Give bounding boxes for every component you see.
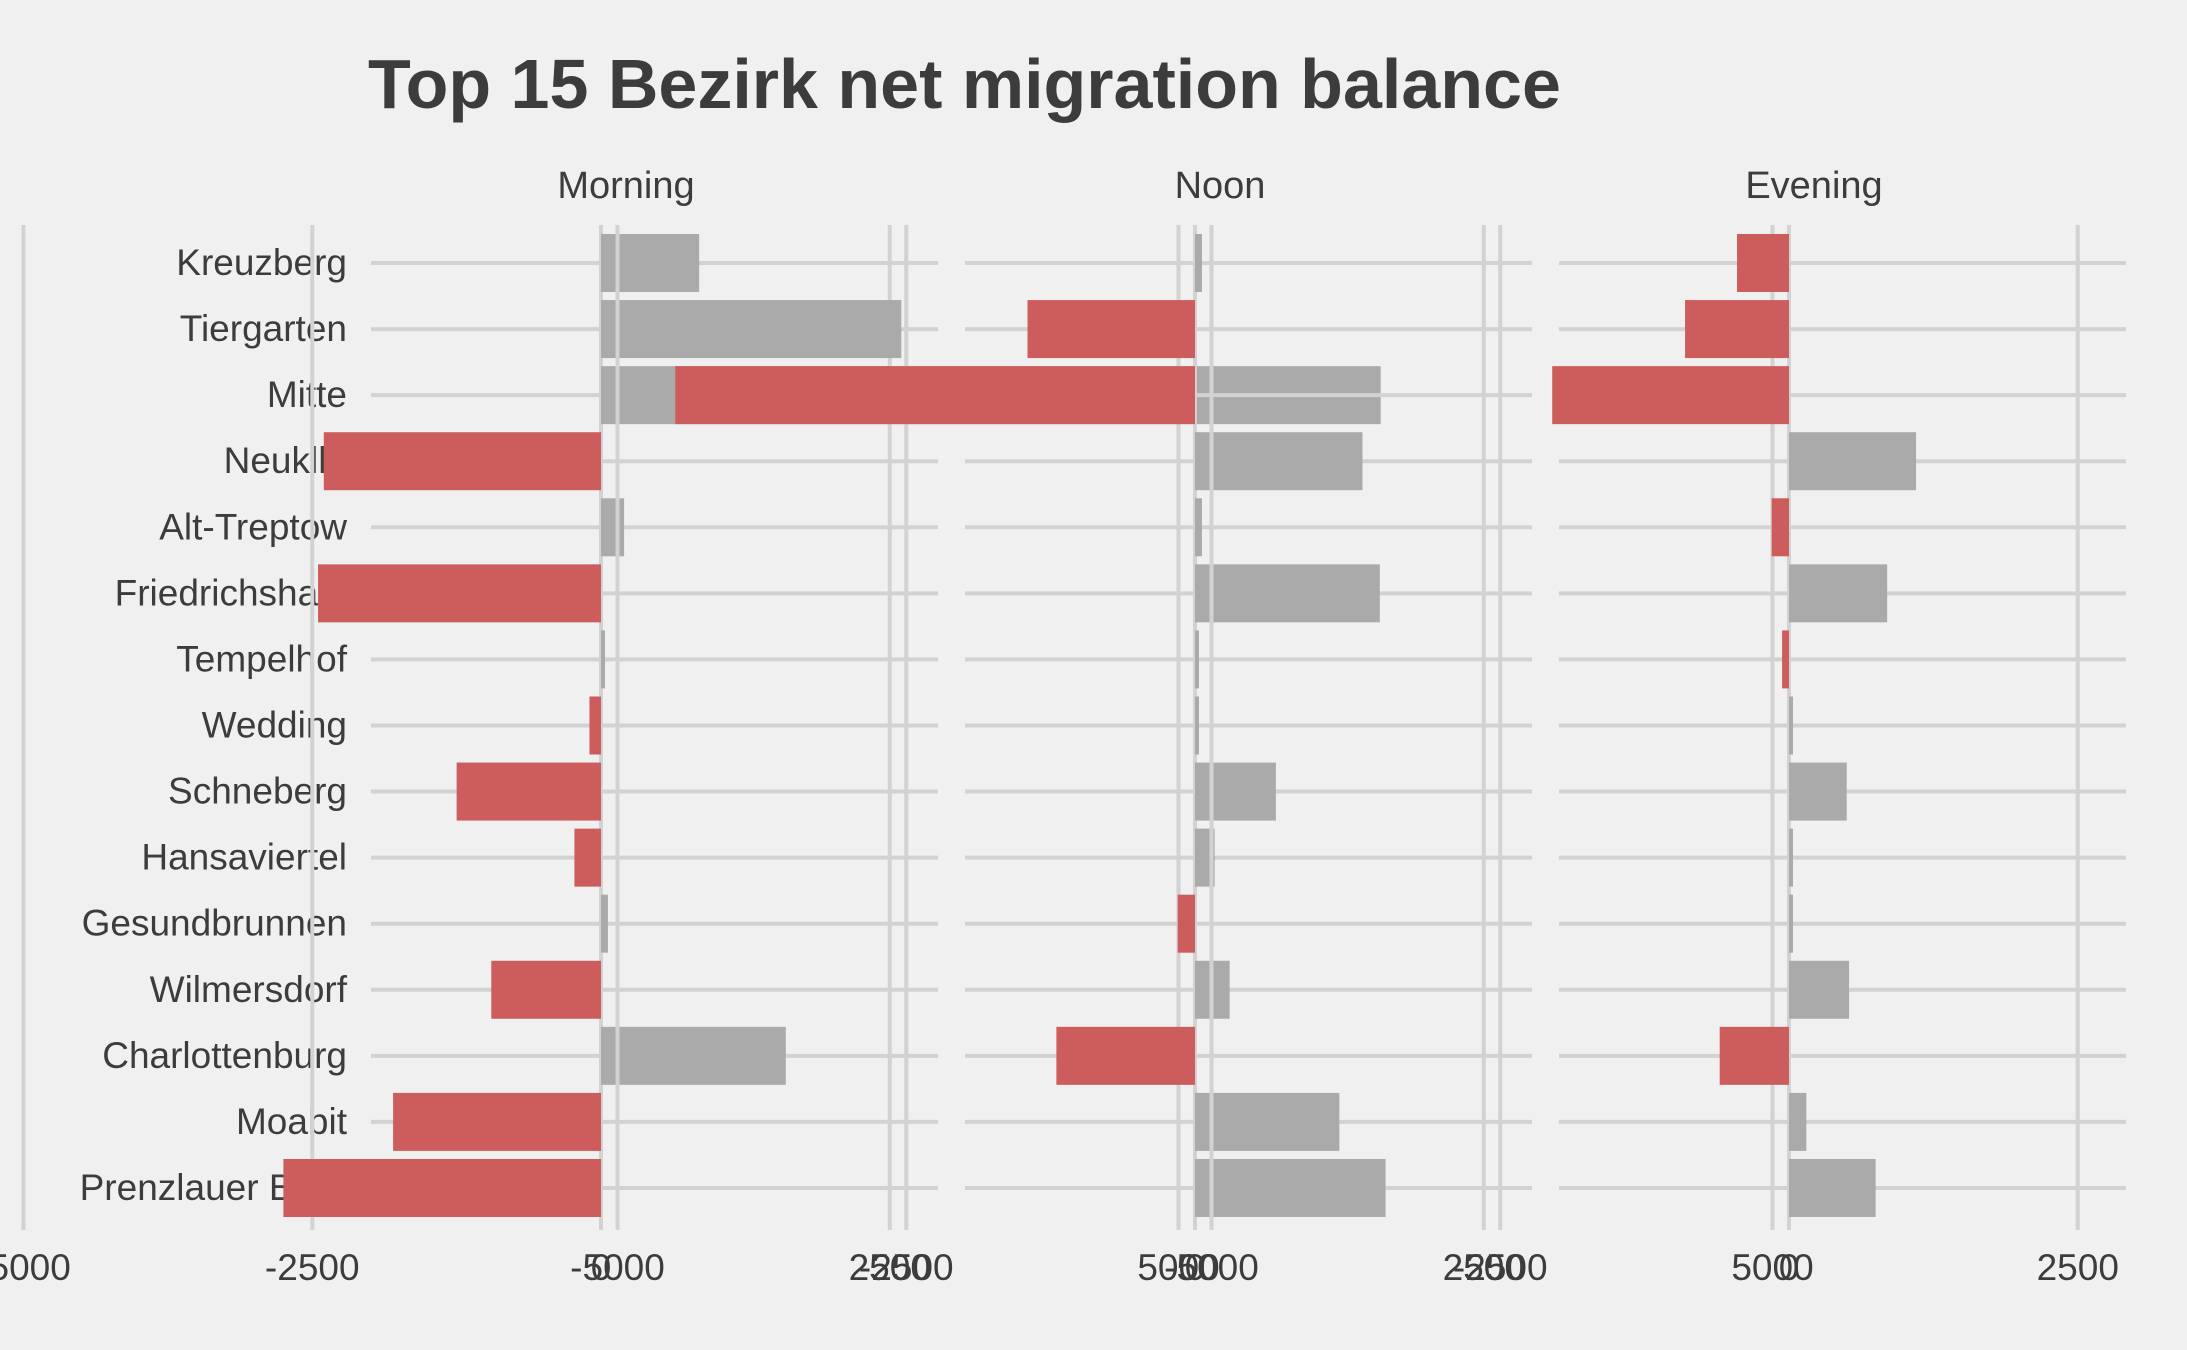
category-label-friedrichshain: Friedrichshain xyxy=(115,572,347,613)
bar-evening-charlottenburg xyxy=(1719,1026,1789,1085)
x-tick-label: 5000 xyxy=(1731,1247,1813,1288)
bar-noon-moabit xyxy=(1195,1092,1340,1151)
bar-noon-kreuzberg xyxy=(1195,234,1202,292)
bar-noon-tiergarten xyxy=(1027,300,1195,359)
bar-morning-alt-treptow xyxy=(601,498,625,557)
bar-evening-schneberg xyxy=(1789,762,1847,821)
bar-noon-mitte xyxy=(675,366,1195,425)
bar-evening-hansaviertel xyxy=(1789,828,1793,887)
bar-noon-schneberg xyxy=(1195,762,1276,821)
bar-evening-friedrichshain xyxy=(1789,564,1888,623)
category-label-alt-treptow: Alt-Treptow xyxy=(159,506,347,547)
bar-morning-schneberg xyxy=(456,762,601,821)
x-tick-label: -2500 xyxy=(265,1247,360,1288)
category-label-charlottenburg: Charlottenburg xyxy=(102,1035,347,1076)
category-label-hansaviertel: Hansaviertel xyxy=(141,837,347,878)
x-tick-label: 2500 xyxy=(1443,1247,1525,1288)
category-label-wilmersdorf: Wilmersdorf xyxy=(150,969,348,1010)
bar-morning-tiergarten xyxy=(601,300,902,359)
bar-evening-wedding xyxy=(1789,696,1793,755)
category-label-schneberg: Schneberg xyxy=(168,771,347,812)
bar-morning-wilmersdorf xyxy=(491,960,601,1019)
x-tick-label: -5000 xyxy=(1164,1247,1259,1288)
x-tick-label: -2500 xyxy=(859,1247,954,1288)
bar-evening-neuklln xyxy=(1789,432,1917,491)
bar-noon-charlottenburg xyxy=(1056,1026,1195,1085)
bar-evening-tempelhof xyxy=(1782,630,1789,689)
bar-morning-charlottenburg xyxy=(601,1026,786,1085)
x-tick-label: 0 xyxy=(1185,1247,1206,1288)
bar-noon-friedrichshain xyxy=(1195,564,1380,623)
category-label-gesundbrunnen: Gesundbrunnen xyxy=(82,903,347,944)
x-tick-label: -5000 xyxy=(0,1247,71,1288)
bar-evening-mitte xyxy=(1552,366,1789,425)
chart-title: Top 15 Bezirk net migration balance xyxy=(368,45,1561,123)
x-tick-label: 0 xyxy=(591,1247,612,1288)
x-tick-label: -2500 xyxy=(1453,1247,1548,1288)
category-label-wedding: Wedding xyxy=(202,704,347,745)
bar-evening-wilmersdorf xyxy=(1789,960,1850,1019)
x-tick-label: 2500 xyxy=(2037,1247,2119,1288)
bar-morning-prenzlauer-berg xyxy=(283,1158,601,1217)
bar-evening-moabit xyxy=(1789,1092,1807,1151)
category-label-kreuzberg: Kreuzberg xyxy=(176,242,347,283)
category-label-tempelhof: Tempelhof xyxy=(176,638,347,679)
bar-morning-hansaviertel xyxy=(574,828,601,887)
bar-noon-tempelhof xyxy=(1195,630,1199,689)
bar-evening-kreuzberg xyxy=(1737,234,1789,292)
bar-noon-alt-treptow xyxy=(1195,498,1202,557)
bar-morning-neuklln xyxy=(323,432,601,491)
bar-morning-tempelhof xyxy=(601,630,605,689)
x-tick-label: 5000 xyxy=(1137,1247,1219,1288)
bar-evening-gesundbrunnen xyxy=(1789,894,1793,953)
bar-morning-moabit xyxy=(393,1092,601,1151)
x-tick-label: 0 xyxy=(1779,1247,1800,1288)
bar-noon-gesundbrunnen xyxy=(1177,894,1195,953)
facet-title-evening: Evening xyxy=(1745,165,1882,207)
bar-morning-friedrichshain xyxy=(318,564,601,623)
bar-noon-prenzlauer-berg xyxy=(1195,1158,1386,1217)
category-label-tiergarten: Tiergarten xyxy=(180,308,347,349)
x-tick-label: 2500 xyxy=(849,1247,931,1288)
x-tick-label: -5000 xyxy=(570,1247,665,1288)
panels: KreuzbergTiergartenMitteNeukllnAlt-Trept… xyxy=(0,165,2126,1288)
bar-noon-neuklln xyxy=(1195,432,1363,491)
category-label-mitte: Mitte xyxy=(267,374,347,415)
bar-noon-wedding xyxy=(1195,696,1199,755)
bar-morning-gesundbrunnen xyxy=(601,894,608,953)
bar-evening-prenzlauer-berg xyxy=(1789,1158,1876,1217)
facet-title-noon: Noon xyxy=(1175,165,1266,207)
bar-morning-wedding xyxy=(589,696,601,755)
bar-evening-tiergarten xyxy=(1685,300,1789,359)
bar-evening-alt-treptow xyxy=(1771,498,1789,557)
category-label-moabit: Moabit xyxy=(236,1101,348,1142)
facet-title-morning: Morning xyxy=(557,165,694,207)
